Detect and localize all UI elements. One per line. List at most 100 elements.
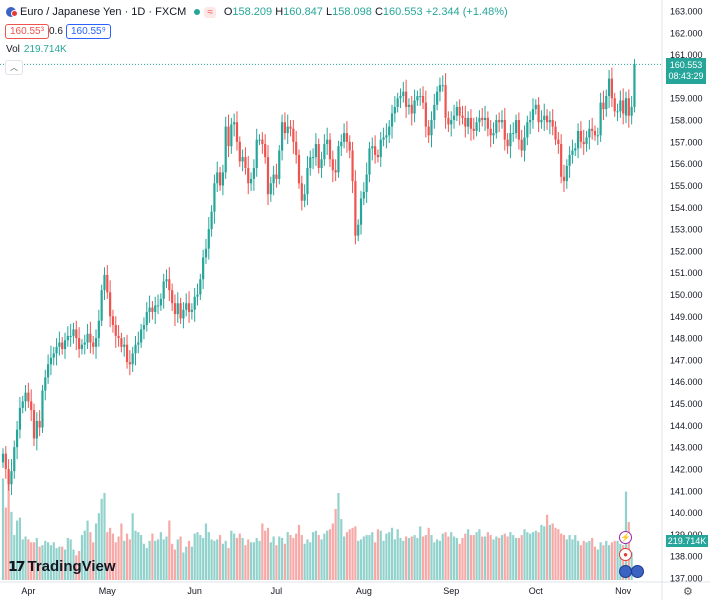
candle-body — [467, 117, 470, 127]
candle-body — [41, 390, 44, 428]
flag-icon-jpy[interactable] — [631, 565, 644, 578]
volume-bar — [171, 543, 174, 580]
symbol-title[interactable]: Euro / Japanese Yen · 1D · FXCM — [20, 6, 187, 18]
event-icon[interactable]: ● — [619, 548, 632, 561]
volume-bar — [120, 523, 123, 580]
candle-body — [452, 115, 456, 121]
x-tick-label: Jun — [187, 586, 202, 596]
candle-body — [531, 109, 535, 121]
volume-bar — [388, 532, 391, 580]
candle-body — [266, 157, 270, 195]
candle-body — [300, 183, 303, 201]
volume-bar — [202, 537, 205, 580]
candle-body — [213, 183, 216, 212]
candle-body — [171, 290, 174, 304]
collapse-chevron-icon[interactable]: ︿ — [5, 60, 23, 75]
volume-bar — [49, 545, 53, 580]
volume-bar — [75, 555, 78, 580]
candle-body — [630, 106, 633, 116]
candle-body — [413, 100, 416, 114]
candle-body — [579, 130, 582, 142]
y-tick-label: 150.000 — [670, 290, 703, 300]
volume-bar — [309, 542, 312, 580]
candle-body — [134, 344, 137, 354]
volume-bar — [179, 536, 182, 580]
market-status-icon — [194, 9, 201, 15]
candle-body — [427, 126, 430, 136]
candle-body — [49, 357, 53, 365]
candle-body — [27, 392, 30, 402]
candle-body — [562, 176, 566, 182]
candle-body — [509, 133, 512, 147]
candle-body — [320, 159, 323, 169]
volume-bar — [27, 539, 30, 580]
lightning-icon[interactable]: ⚡ — [619, 531, 632, 544]
sell-button[interactable]: 160.55³ — [5, 24, 49, 39]
tradingview-mark-icon: 𝟭𝟳 — [8, 558, 26, 574]
candle-body — [168, 279, 171, 291]
candle-body — [613, 98, 616, 112]
candle-body — [241, 157, 244, 162]
candle-body — [495, 120, 498, 134]
candle-body — [159, 298, 162, 306]
volume-bar — [272, 536, 275, 580]
candle-body — [216, 172, 219, 184]
volume-bar — [213, 540, 216, 580]
volume-bar — [407, 537, 411, 580]
volume-bar — [464, 533, 467, 580]
volume-bar — [619, 543, 622, 580]
volume-bar — [382, 540, 385, 580]
candle-body — [306, 168, 309, 195]
volume-bar — [196, 532, 199, 580]
volume-bar — [292, 537, 295, 580]
volume-bar — [345, 532, 349, 580]
last-price: 160.553 — [669, 60, 703, 70]
volume-bar — [182, 552, 185, 580]
candle-body — [554, 126, 557, 140]
y-tick-label: 143.000 — [670, 443, 703, 453]
volume-bar — [478, 529, 481, 580]
candle-body — [207, 229, 210, 249]
tradingview-logo[interactable]: 𝟭𝟳 TradingView — [8, 558, 116, 575]
candle-body — [582, 141, 585, 145]
candle-body — [162, 281, 165, 299]
candle-body — [103, 274, 106, 291]
candle-body — [540, 120, 543, 123]
volume-bar — [103, 493, 106, 580]
candle-body — [483, 117, 487, 121]
volume-bar — [123, 540, 126, 580]
volume-bar — [30, 542, 33, 580]
volume-bar — [10, 511, 13, 580]
volume-bar — [78, 551, 81, 580]
candle-body — [238, 141, 241, 162]
volume-bar — [475, 532, 478, 580]
candle-body — [235, 122, 239, 142]
candle-body — [261, 139, 264, 145]
volume-bar — [38, 546, 41, 580]
y-tick-label: 159.000 — [670, 94, 703, 104]
candle-body — [529, 120, 532, 123]
volume-bar — [148, 540, 151, 580]
y-tick-label: 145.000 — [670, 399, 703, 409]
volume-bar — [241, 537, 244, 580]
volume-bar — [368, 535, 371, 580]
candle-body — [182, 309, 185, 319]
volume-bar — [258, 540, 261, 580]
volume-bar — [334, 508, 337, 580]
candle-body — [461, 115, 464, 118]
volume-bar — [72, 549, 75, 580]
volume-bar — [359, 539, 363, 580]
settings-icon[interactable]: ⚙ — [683, 586, 693, 598]
candle-body — [424, 102, 427, 127]
candle-body — [374, 146, 377, 155]
candle-body — [247, 168, 250, 184]
candle-body — [258, 139, 261, 141]
buy-button[interactable]: 160.55⁹ — [66, 24, 111, 39]
volume-bar — [340, 519, 343, 580]
candle-body — [230, 124, 233, 147]
volume-bar — [430, 535, 433, 580]
y-tick-label: 162.000 — [670, 28, 703, 38]
wave-icon[interactable]: ≈ — [204, 6, 216, 18]
candle-body — [280, 122, 284, 151]
